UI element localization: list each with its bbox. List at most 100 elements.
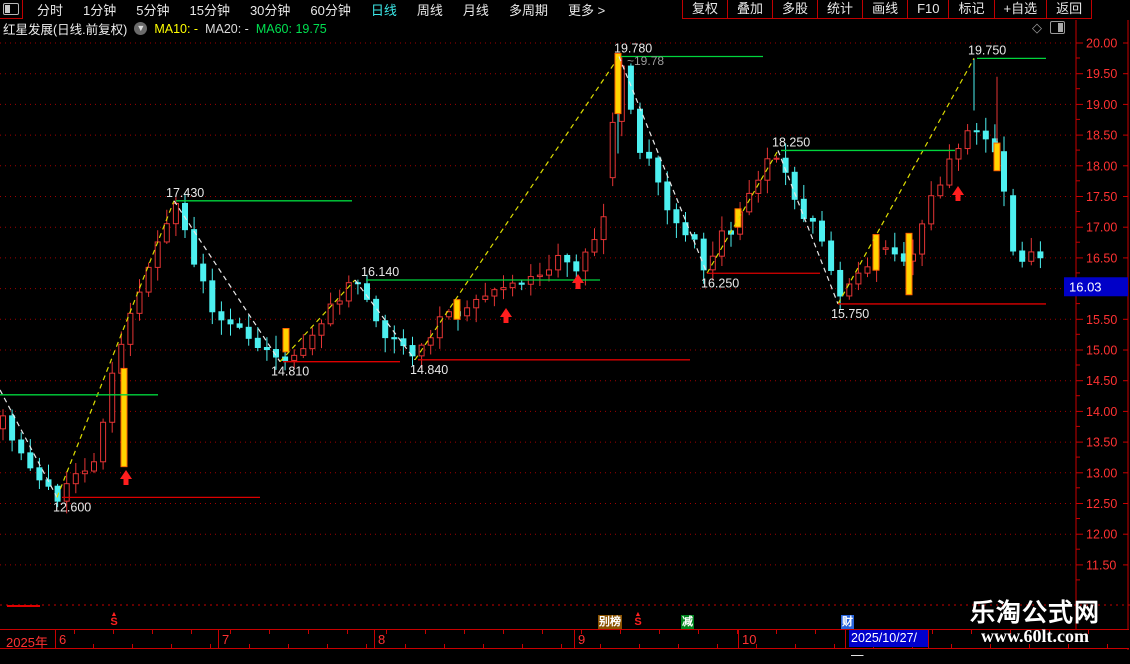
candles-layer xyxy=(0,57,1044,514)
current-price-badge: 16.03 xyxy=(1064,277,1128,297)
axis-divider xyxy=(55,630,56,648)
axis-tick xyxy=(230,630,231,634)
axis-tick xyxy=(93,644,94,648)
axis-divider xyxy=(374,630,375,648)
svg-text:14.50: 14.50 xyxy=(1086,374,1117,388)
stock-title: 红星发展(日线.前复权) xyxy=(3,23,128,37)
period-item-6[interactable]: 日线 xyxy=(370,3,397,18)
period-item-0[interactable]: 分时 xyxy=(37,3,64,18)
axis-tick xyxy=(503,630,504,634)
ma60-value: MA60: 19.75 xyxy=(255,21,327,36)
window-split-icon[interactable] xyxy=(1050,21,1065,34)
period-item-9[interactable]: 多周期 xyxy=(508,3,548,18)
axis-tick xyxy=(405,644,406,648)
signal-badge-财: 财 xyxy=(841,615,854,629)
tool-item-1[interactable]: 叠加 xyxy=(727,0,772,18)
svg-text:17.00: 17.00 xyxy=(1086,221,1117,235)
axis-tick xyxy=(171,644,172,648)
ma10-value: MA10: - xyxy=(154,21,199,36)
ma20-value: MA20: - xyxy=(205,21,249,36)
svg-text:~19.78: ~19.78 xyxy=(627,54,664,68)
svg-text:14.810: 14.810 xyxy=(271,365,309,379)
axis-divider xyxy=(845,630,846,648)
axis-divider xyxy=(574,630,575,648)
svg-text:17.50: 17.50 xyxy=(1086,190,1117,204)
period-menu: 分时 1分钟 5分钟 15分钟 30分钟 60分钟 日线 周线 月线 多周期 更多 > xyxy=(27,0,615,19)
level-lines: 17.430 16.140 19.780 18.250 19.750 12.600 14.8… xyxy=(0,42,1046,514)
axis-tick xyxy=(191,630,192,634)
svg-text:14.00: 14.00 xyxy=(1086,405,1117,419)
candlestick-chart[interactable]: 20.00 19.50 19.00 18.50 18.00 17.50 17.00 16.50… xyxy=(0,0,1130,650)
period-item-8[interactable]: 月线 xyxy=(462,3,489,18)
tool-item-7[interactable]: +自选 xyxy=(993,0,1047,18)
axis-tick xyxy=(425,630,426,634)
watermark: 乐淘公式网 www.60lt.com xyxy=(950,600,1120,646)
svg-text:20.00: 20.00 xyxy=(1086,37,1117,51)
axis-tick xyxy=(561,644,562,648)
svg-text:17.430: 17.430 xyxy=(166,186,204,200)
axis-tick xyxy=(113,630,114,634)
watermark-site-name: 乐淘公式网 xyxy=(969,599,1100,627)
axis-tick xyxy=(1068,644,1069,648)
tools-menu: 复权 叠加 多股 统计 画线 F10 标记 +自选 返回 xyxy=(682,0,1093,19)
axis-tick xyxy=(698,630,699,634)
month-label-6: 6 xyxy=(59,632,67,647)
axis-tick xyxy=(386,630,387,634)
axis-tick xyxy=(620,630,621,634)
tool-item-4[interactable]: 画线 xyxy=(862,0,907,18)
svg-text:13.00: 13.00 xyxy=(1086,466,1117,480)
svg-text:15.750: 15.750 xyxy=(831,307,869,321)
svg-text:18.00: 18.00 xyxy=(1086,159,1117,173)
tool-item-8[interactable]: 返回 xyxy=(1046,0,1093,18)
tool-item-2[interactable]: 多股 xyxy=(772,0,817,18)
svg-text:16.250: 16.250 xyxy=(701,276,739,290)
axis-tick xyxy=(1029,644,1030,648)
axis-tick xyxy=(464,630,465,634)
axis-tick xyxy=(639,644,640,648)
axis-tick xyxy=(932,630,933,634)
axis-tick xyxy=(152,630,153,634)
period-item-7[interactable]: 周线 xyxy=(416,3,443,18)
axis-tick xyxy=(600,644,601,648)
panel-toggle-button[interactable] xyxy=(0,0,23,19)
svg-text:12.50: 12.50 xyxy=(1086,497,1117,511)
axis-tick xyxy=(990,644,991,648)
diamond-marker-icon[interactable]: ◇ xyxy=(1032,20,1042,35)
main-chart-area[interactable]: 20.00 19.50 19.00 18.50 18.00 17.50 17.00 16.50… xyxy=(0,0,1130,650)
svg-text:14.840: 14.840 xyxy=(410,363,448,377)
axis-tick xyxy=(347,630,348,634)
tool-item-3[interactable]: 统计 xyxy=(817,0,862,18)
axis-tick xyxy=(444,644,445,648)
axis-tick xyxy=(737,630,738,634)
axis-tick xyxy=(366,644,367,648)
svg-text:12.00: 12.00 xyxy=(1086,528,1117,542)
period-item-5[interactable]: 60分钟 xyxy=(310,3,351,18)
current-date-box: 2025/10/27/— xyxy=(849,630,928,662)
axis-divider xyxy=(218,630,219,648)
chevron-down-icon[interactable]: ▼ xyxy=(134,22,148,35)
period-item-1[interactable]: 1分钟 xyxy=(83,3,117,18)
axis-tick xyxy=(132,644,133,648)
axis-tick xyxy=(269,630,270,634)
period-item-10[interactable]: 更多 > xyxy=(567,3,606,18)
axis-tick xyxy=(210,644,211,648)
axis-tick xyxy=(1010,630,1011,634)
zigzag-lines xyxy=(0,56,975,498)
svg-text:19.750: 19.750 xyxy=(968,43,1006,57)
x-axis-bar[interactable]: 2025年 6 7 8 9 10 xyxy=(0,629,1129,650)
svg-text:15.00: 15.00 xyxy=(1086,344,1117,358)
svg-text:19.00: 19.00 xyxy=(1086,98,1117,112)
tool-item-5[interactable]: F10 xyxy=(907,0,948,18)
tool-item-6[interactable]: 标记 xyxy=(948,0,993,18)
axis-tick xyxy=(327,644,328,648)
period-item-2[interactable]: 5分钟 xyxy=(136,3,170,18)
period-item-4[interactable]: 30分钟 xyxy=(249,3,291,18)
info-bar: 红星发展(日线.前复权) ▼ MA10: - MA20: - MA60: 19.… xyxy=(0,19,1063,38)
buy-signal-s-marker: ▲ S xyxy=(634,611,642,628)
month-label-8: 8 xyxy=(378,632,386,647)
period-item-3[interactable]: 15分钟 xyxy=(189,3,230,18)
axis-tick xyxy=(1107,644,1108,648)
axis-tick xyxy=(951,644,952,648)
axis-divider xyxy=(928,630,929,648)
tool-item-0[interactable]: 复权 xyxy=(682,0,727,18)
